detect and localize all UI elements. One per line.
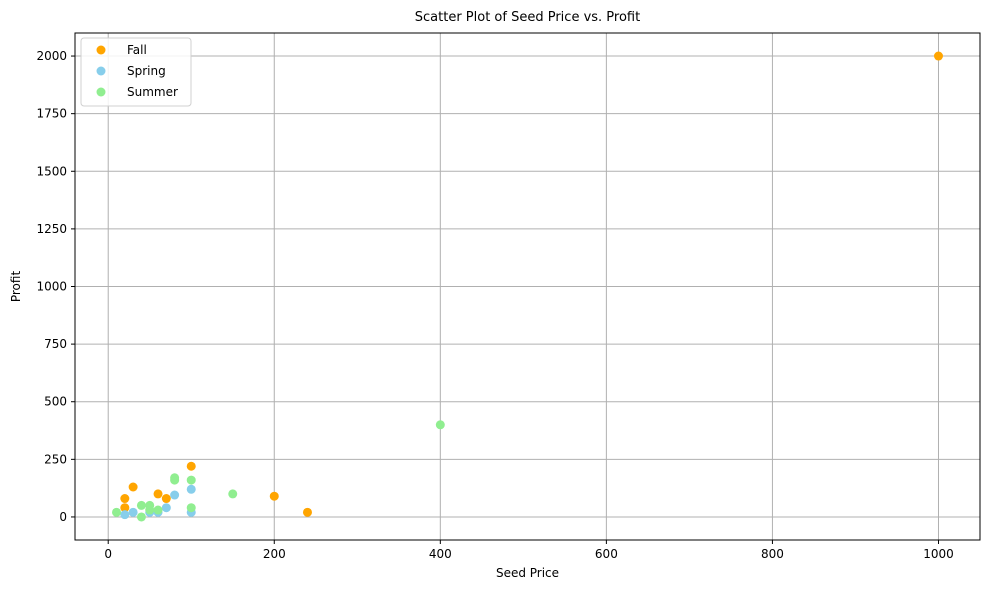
point-spring — [120, 510, 130, 520]
x-tick-label: 0 — [104, 547, 112, 561]
legend-label-summer: Summer — [127, 85, 178, 99]
x-tick-label: 800 — [761, 547, 784, 561]
point-fall — [120, 494, 130, 504]
y-axis-ticks: 0 250 500 750 1000 1250 1500 1750 2000 — [36, 49, 75, 524]
y-tick-label: 250 — [44, 452, 67, 466]
point-fall — [933, 51, 943, 61]
point-summer — [228, 489, 238, 499]
y-tick-label: 1000 — [36, 280, 67, 294]
x-axis-label: Seed Price — [496, 566, 559, 580]
legend-marker-spring — [96, 66, 106, 76]
point-summer — [186, 503, 196, 513]
x-tick-label: 400 — [429, 547, 452, 561]
grid-lines — [75, 33, 980, 540]
y-tick-label: 0 — [59, 510, 67, 524]
point-fall — [269, 491, 279, 501]
point-spring — [186, 484, 196, 494]
x-axis-ticks: 0 200 400 600 800 1000 — [104, 540, 954, 561]
legend-marker-fall — [96, 45, 106, 55]
legend-marker-summer — [96, 87, 106, 97]
point-summer — [435, 420, 445, 430]
legend-label-fall: Fall — [127, 43, 147, 57]
point-summer — [153, 505, 163, 515]
y-tick-label: 750 — [44, 337, 67, 351]
point-summer — [136, 500, 146, 510]
point-summer — [186, 475, 196, 485]
y-axis-label: Profit — [9, 271, 23, 303]
chart-title: Scatter Plot of Seed Price vs. Profit — [415, 10, 640, 25]
point-summer — [136, 512, 146, 522]
point-fall — [120, 503, 130, 513]
point-summer — [112, 507, 122, 517]
y-tick-label: 1750 — [36, 107, 67, 121]
point-spring — [170, 490, 180, 500]
point-summer — [145, 505, 155, 515]
x-tick-label: 1000 — [923, 547, 954, 561]
point-fall — [161, 494, 171, 504]
point-fall — [302, 507, 312, 517]
y-tick-label: 500 — [44, 395, 67, 409]
point-fall — [153, 489, 163, 499]
y-tick-label: 1250 — [36, 222, 67, 236]
point-fall — [186, 461, 196, 471]
x-tick-label: 600 — [595, 547, 618, 561]
data-points — [112, 51, 943, 522]
legend-label-spring: Spring — [127, 64, 166, 78]
x-tick-label: 200 — [263, 547, 286, 561]
point-summer — [170, 473, 180, 483]
point-spring — [128, 507, 138, 517]
legend-box — [80, 37, 192, 107]
point-fall — [128, 482, 138, 492]
y-tick-label: 2000 — [36, 49, 67, 63]
legend: Fall Spring Summer — [80, 37, 192, 107]
y-tick-label: 1500 — [36, 164, 67, 178]
point-spring — [161, 503, 171, 513]
